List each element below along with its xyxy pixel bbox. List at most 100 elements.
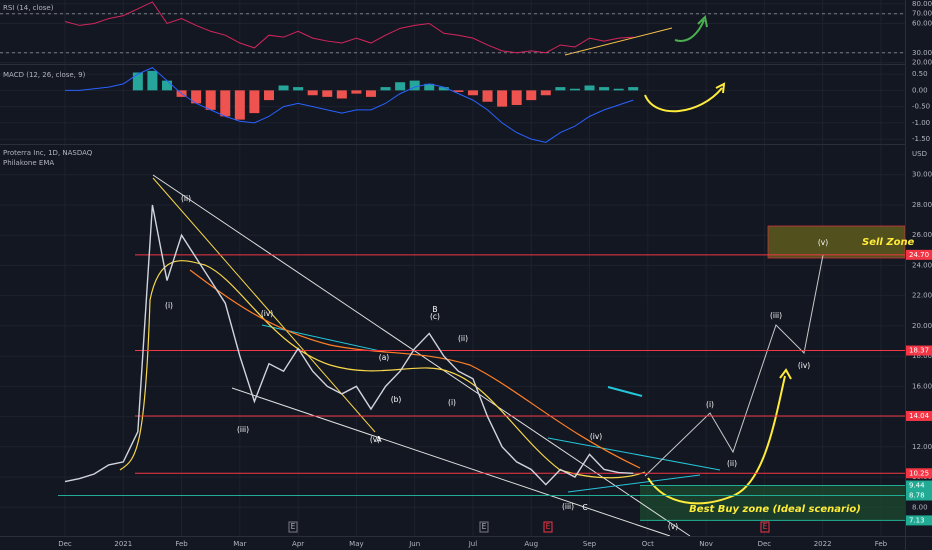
annotation: (c) — [430, 312, 440, 321]
x-tick-label: Sep — [583, 540, 597, 548]
macd-arrow — [644, 87, 723, 113]
x-tick-label: Dec — [58, 540, 72, 548]
macd-bar — [438, 87, 449, 91]
macd-bar — [220, 90, 231, 117]
annotation: (i) — [706, 400, 714, 409]
annotation: (iv) — [261, 309, 273, 318]
projection — [644, 254, 824, 477]
level-badge — [906, 249, 932, 260]
annotation: C — [582, 503, 587, 512]
y-tick-label: 8.00 — [912, 503, 928, 511]
annotation: (iii) — [237, 425, 249, 434]
rsi-arrow — [674, 19, 705, 42]
macd-bar — [161, 80, 172, 91]
macd-bar — [395, 82, 406, 91]
event-marker — [479, 521, 489, 533]
annotation: (iv) — [798, 361, 810, 370]
annotation: E — [291, 522, 296, 531]
channel — [567, 474, 701, 493]
macd-bar — [613, 88, 624, 91]
annotation: (v) — [668, 522, 678, 531]
annotation: E — [763, 522, 768, 531]
level-badge — [906, 490, 932, 501]
x-tick-label: Mar — [233, 540, 246, 548]
macd-bar — [555, 87, 566, 91]
rsi-line — [64, 1, 634, 54]
macd-bar — [424, 83, 435, 91]
x-tick-label: Dec — [758, 540, 772, 548]
arrow-head — [697, 14, 708, 28]
event-marker — [543, 521, 553, 533]
event-marker — [760, 521, 770, 533]
annotation: B — [432, 305, 437, 314]
y-tick-label: -0.50 — [912, 103, 930, 111]
x-tick-label: Apr — [292, 540, 304, 548]
channel — [261, 324, 386, 353]
level-badge — [906, 468, 932, 479]
y-tick-label: 26.00 — [912, 231, 932, 239]
y-tick-label: 22.00 — [912, 292, 932, 300]
macd-title: MACD (12, 26, close, 9) — [3, 71, 86, 79]
macd-bar — [569, 88, 580, 91]
chart-title: Proterra Inc, 1D, NASDAQ — [3, 149, 93, 157]
unit-label: USD — [912, 150, 927, 158]
macd-bar — [322, 90, 333, 97]
level-badge — [906, 345, 932, 356]
rsi-title: RSI (14, close) — [3, 4, 54, 12]
x-tick-label: Oct — [642, 540, 654, 548]
annotation: (ii) — [458, 334, 468, 343]
buy-zone — [640, 485, 905, 521]
y-tick-label: 24.00 — [912, 261, 932, 269]
macd-bar — [497, 90, 508, 107]
macd-bar — [511, 90, 522, 105]
macd-bar — [482, 90, 493, 102]
marker — [607, 386, 643, 397]
annotation: (v) — [370, 435, 380, 444]
level-badge — [906, 480, 932, 491]
level-label: 10.25 — [909, 469, 929, 477]
arrow-head — [779, 368, 792, 380]
trendline — [152, 177, 376, 433]
y-tick-label: -1.00 — [912, 119, 930, 127]
x-tick-label: Jun — [408, 540, 420, 548]
macd-bar — [599, 87, 610, 91]
annotation: (ii) — [181, 194, 191, 203]
y-tick-label: 12.00 — [912, 443, 932, 451]
x-tick-label: Aug — [524, 540, 538, 548]
x-tick-label: May — [349, 540, 363, 548]
level-label: 7.13 — [909, 516, 925, 524]
macd-bar — [351, 90, 362, 94]
y-tick-label: 0.50 — [912, 70, 928, 78]
macd-bar — [467, 90, 478, 96]
trendline — [231, 387, 671, 537]
annotation: Best Buy zone (Ideal scenario) — [689, 504, 861, 515]
chart-subtitle: Philakone EMA — [3, 159, 54, 167]
level-label: 24.70 — [909, 251, 929, 259]
forecast-arrow — [647, 375, 786, 505]
macd-bar — [453, 90, 464, 92]
x-tick-label: Feb — [875, 540, 888, 548]
macd-bar — [249, 90, 260, 114]
annotation: E — [482, 522, 487, 531]
level-label: 8.78 — [909, 491, 925, 499]
macd-bar — [365, 90, 376, 97]
annotation: (b) — [391, 395, 402, 404]
macd-bar — [234, 90, 245, 120]
annotation: (i) — [448, 398, 456, 407]
macd-bar — [293, 87, 304, 91]
y-tick-label: 18.00 — [912, 352, 932, 360]
macd-bar — [307, 90, 318, 96]
rsi-trendline — [564, 27, 673, 56]
y-tick-label: -1.50 — [912, 135, 930, 143]
macd-bar — [380, 87, 391, 91]
annotation: Sell Zone — [862, 237, 915, 248]
macd-bar — [191, 90, 202, 104]
level-label: 9.44 — [909, 482, 925, 490]
level-badge — [906, 515, 932, 526]
y-tick-label: 30.00 — [912, 171, 932, 179]
annotation: (iii) — [562, 502, 574, 511]
annotation: A — [376, 435, 382, 444]
event-marker — [288, 521, 298, 533]
level-label: 18.37 — [909, 347, 929, 355]
